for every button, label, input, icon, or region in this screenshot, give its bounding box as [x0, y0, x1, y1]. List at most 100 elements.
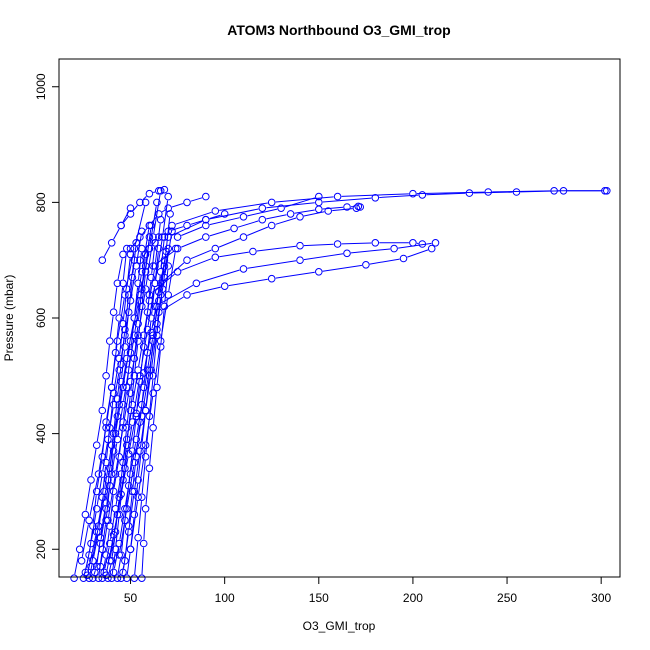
data-point — [156, 279, 165, 288]
data-point — [155, 233, 163, 241]
data-point — [153, 198, 161, 207]
series-line — [142, 214, 221, 258]
data-point — [267, 198, 276, 207]
data-point — [202, 192, 210, 201]
data-point — [138, 574, 146, 583]
x-tick-label: 50 — [124, 591, 138, 605]
data-point — [484, 188, 493, 196]
data-point — [126, 244, 135, 253]
data-point — [220, 210, 229, 218]
data-point — [115, 400, 123, 409]
data-point — [102, 372, 110, 380]
data-point — [113, 337, 122, 345]
data-point — [183, 291, 191, 299]
data-point — [136, 198, 144, 207]
series-23 — [115, 227, 176, 559]
data-point — [115, 539, 123, 548]
data-point — [315, 198, 323, 207]
data-point — [119, 424, 127, 432]
data-point — [149, 389, 157, 398]
data-point — [168, 227, 176, 236]
x-tick-label: 300 — [591, 591, 611, 605]
data-point — [362, 261, 370, 269]
data-point — [130, 458, 139, 467]
data-point — [431, 239, 440, 247]
data-point — [132, 262, 140, 270]
data-point — [107, 239, 116, 247]
data-point — [202, 215, 210, 224]
data-point — [136, 256, 144, 265]
series-26 — [102, 247, 171, 580]
data-point — [390, 244, 398, 253]
data-point — [121, 325, 129, 334]
data-point — [151, 279, 159, 288]
data-point — [102, 571, 110, 580]
data-point — [171, 244, 180, 253]
series-25 — [83, 221, 154, 580]
data-point — [141, 285, 150, 293]
y-tick-label: 200 — [34, 539, 48, 559]
data-point — [121, 331, 129, 340]
data-point — [399, 254, 408, 263]
data-point — [145, 221, 154, 230]
data-point — [156, 343, 165, 351]
data-point — [173, 244, 182, 253]
series-21 — [96, 187, 165, 571]
data-point — [109, 531, 118, 539]
data-point — [239, 213, 248, 221]
data-point — [149, 233, 157, 241]
series-36 — [126, 192, 210, 253]
data-point — [115, 551, 123, 559]
data-point — [126, 204, 135, 212]
data-point — [126, 389, 135, 398]
data-point — [96, 562, 105, 571]
data-point — [160, 185, 169, 194]
data-point — [107, 441, 116, 450]
series-line — [163, 208, 353, 282]
data-point — [123, 244, 131, 253]
data-point — [134, 331, 142, 340]
data-layer — [70, 185, 611, 583]
series-38 — [98, 204, 135, 265]
data-point — [136, 291, 144, 299]
data-point — [343, 203, 351, 211]
data-point — [70, 574, 78, 583]
data-point — [267, 221, 276, 230]
data-point — [147, 314, 155, 322]
data-point — [230, 224, 238, 233]
data-point — [151, 302, 159, 311]
data-point — [147, 328, 155, 337]
data-point — [75, 545, 84, 554]
data-point — [98, 406, 107, 415]
data-point — [121, 505, 129, 513]
data-point — [258, 215, 267, 224]
x-tick-label: 100 — [215, 591, 235, 605]
data-point — [324, 207, 333, 215]
data-point — [126, 250, 135, 259]
data-point — [315, 192, 323, 201]
data-point — [126, 296, 135, 305]
data-point — [87, 476, 95, 484]
data-point — [132, 435, 140, 444]
data-point — [106, 337, 114, 345]
series-line — [81, 206, 146, 557]
data-point — [145, 189, 154, 198]
data-point — [149, 372, 157, 380]
x-tick-label: 150 — [309, 591, 329, 605]
data-point — [153, 320, 161, 328]
series-24 — [126, 244, 180, 554]
data-point — [126, 470, 135, 478]
data-point — [81, 510, 90, 519]
data-point — [354, 202, 363, 211]
data-point — [141, 453, 150, 461]
data-point — [315, 268, 323, 276]
series-line — [130, 252, 176, 546]
data-point — [164, 262, 172, 270]
series-28 — [151, 239, 440, 311]
series-line — [161, 249, 429, 311]
x-axis: 50 100 150 200 250 300 — [124, 576, 612, 605]
data-point — [141, 441, 150, 450]
y-tick-label: 1000 — [34, 73, 48, 100]
data-point — [371, 194, 380, 202]
data-point — [371, 239, 380, 247]
